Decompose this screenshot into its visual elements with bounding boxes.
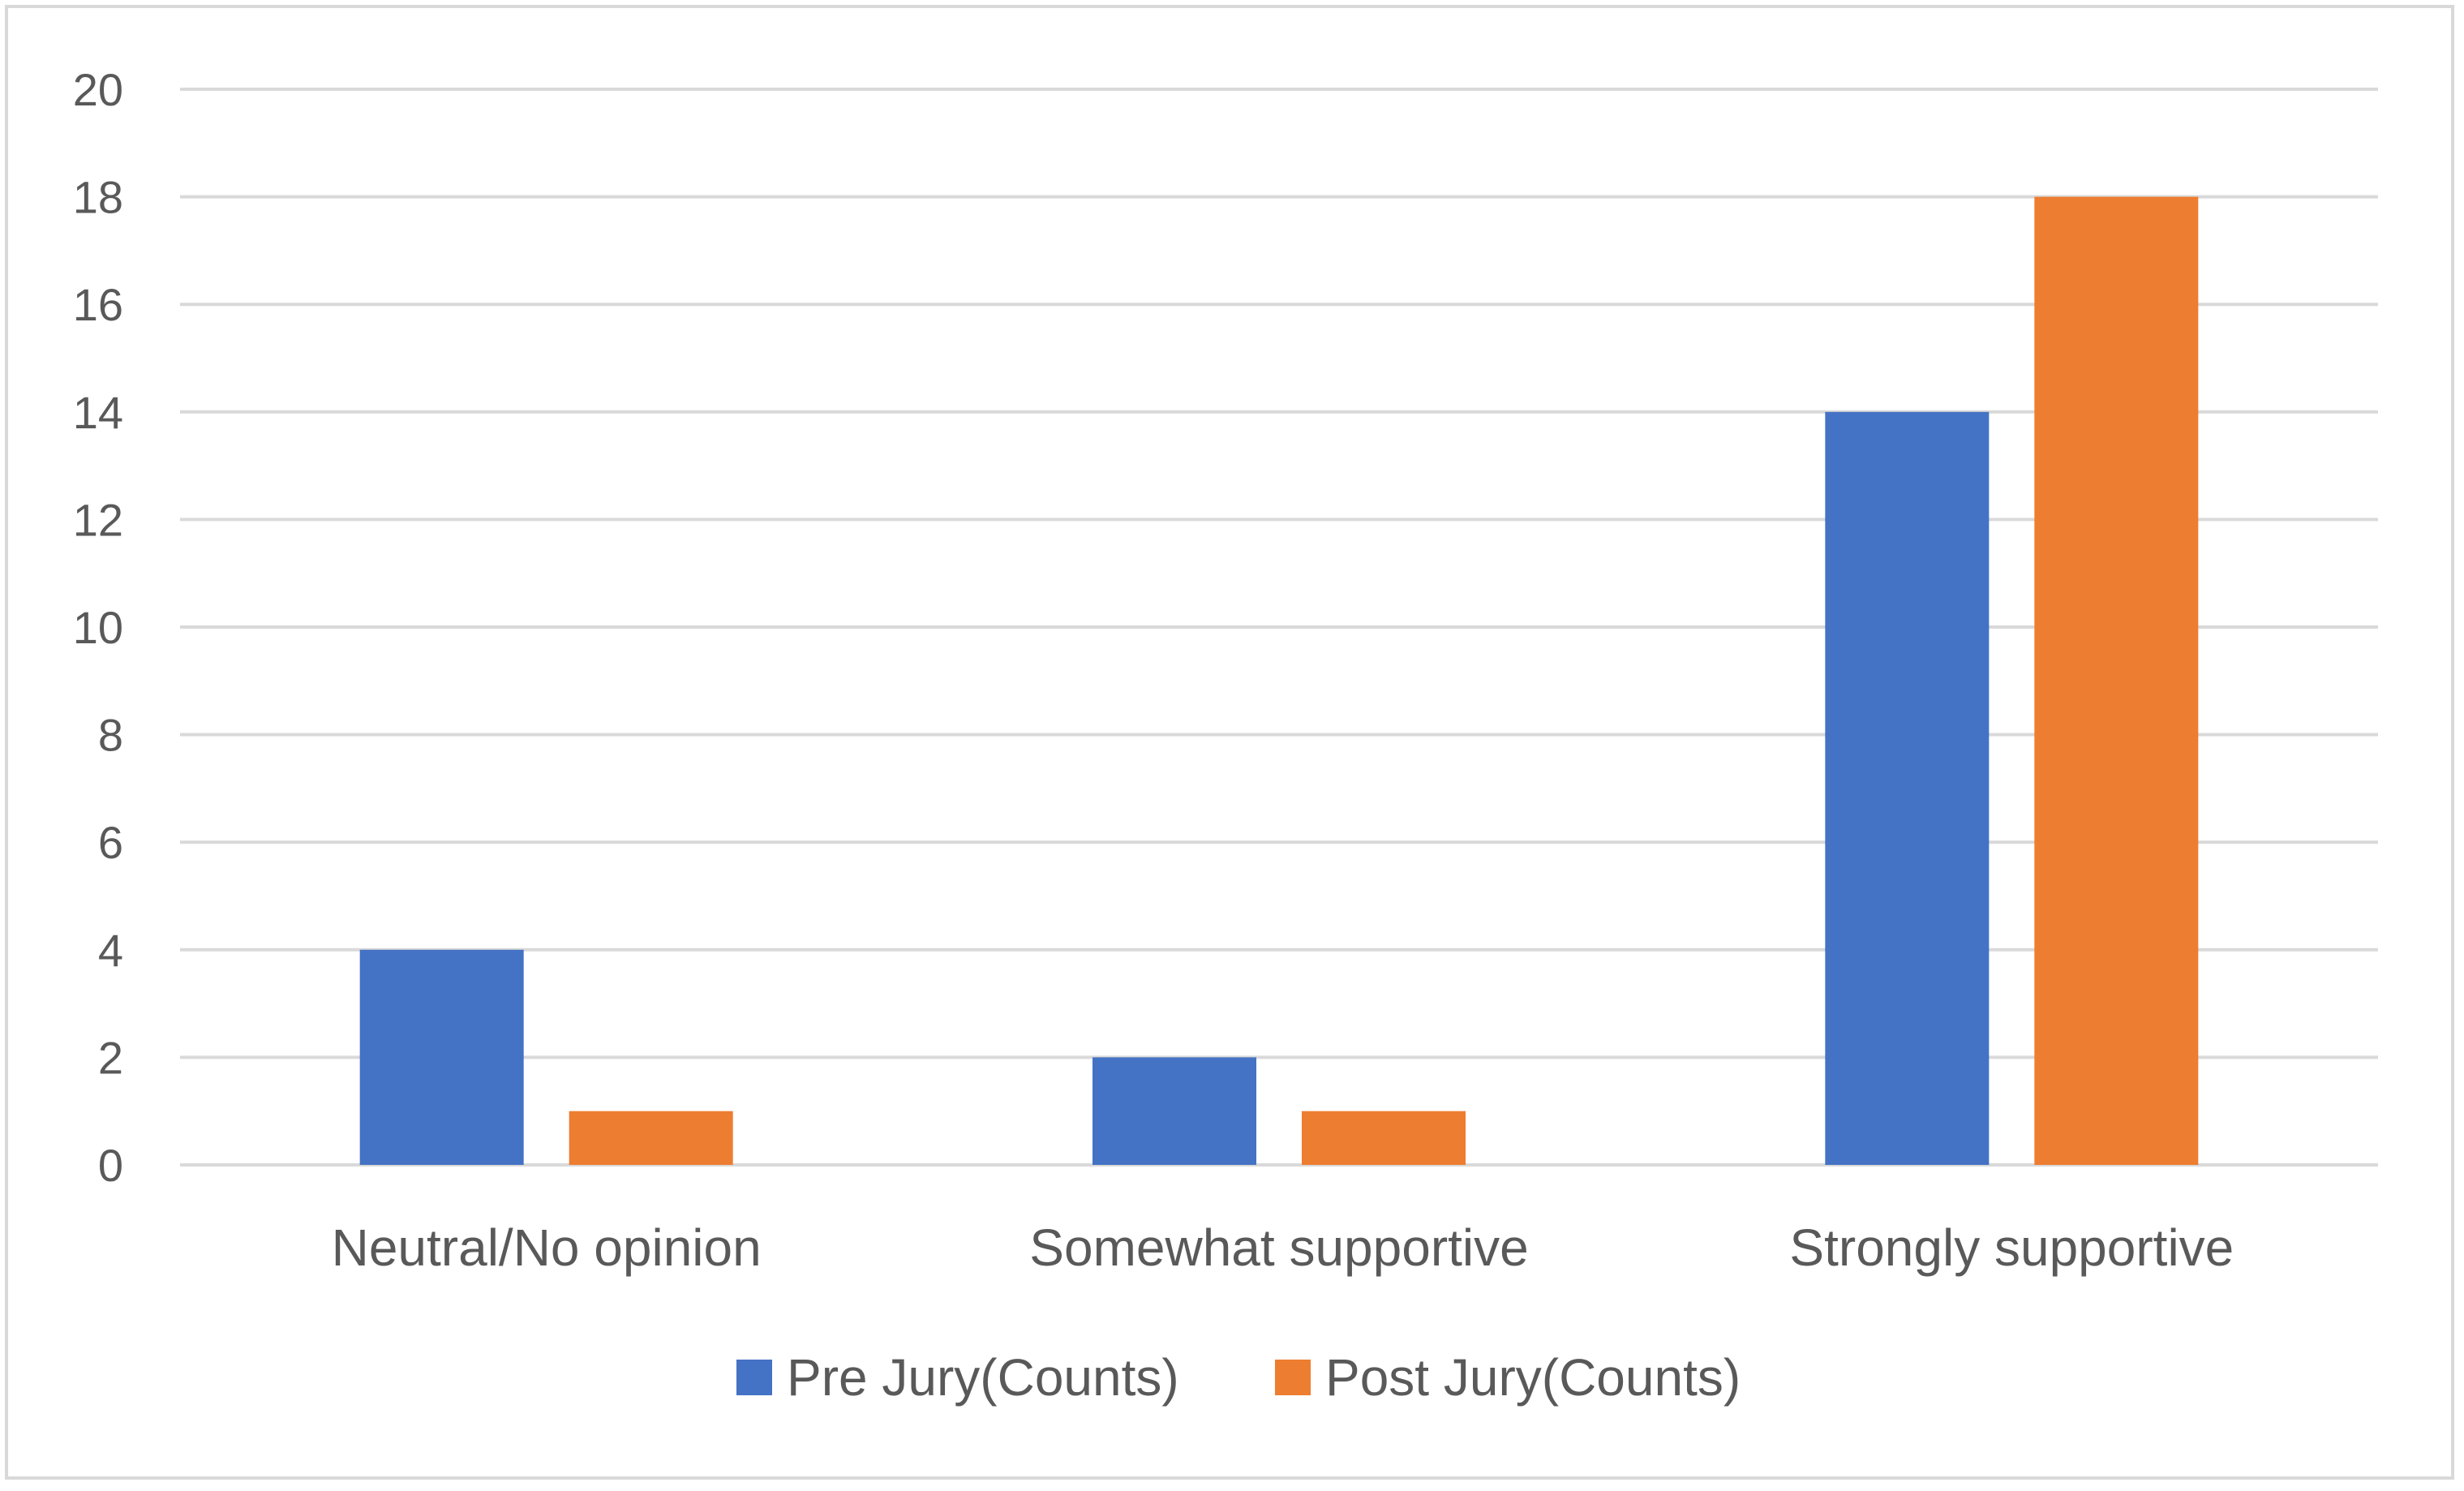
bar-pre-1: [1092, 1057, 1256, 1165]
bar-post-2: [2034, 196, 2199, 1166]
x-category-label: Strongly supportive: [1789, 1218, 2234, 1277]
y-tick-label: 20: [73, 64, 123, 115]
y-tick-label: 16: [73, 279, 123, 330]
y-tick-label: 8: [98, 710, 123, 761]
x-category-label: Neutral/No opinion: [332, 1218, 762, 1277]
x-axis-labels: Neutral/No opinion Somewhat supportive Str…: [332, 1218, 2234, 1277]
y-tick-label: 6: [98, 817, 123, 868]
legend: Pre Jury(Counts) Post Jury(Counts): [736, 1348, 1741, 1407]
y-tick-label: 12: [73, 494, 123, 545]
legend-swatch: [736, 1360, 772, 1395]
chart-frame: 0 2 4 6 8 10 12 14 16 18 20 Neutral/No opinion Some…: [5, 5, 2454, 1480]
gridlines: [180, 88, 2378, 1167]
bar-chart: 0 2 4 6 8 10 12 14 16 18 20 Neutral/No opinion Some…: [73, 64, 2378, 1407]
bars: [359, 196, 2199, 1166]
legend-swatch: [1275, 1360, 1311, 1395]
y-tick-label: 10: [73, 602, 123, 653]
bar-pre-2: [1825, 411, 1990, 1165]
y-tick-label: 2: [98, 1032, 123, 1083]
bar-post-1: [1302, 1111, 1466, 1165]
legend-label: Pre Jury(Counts): [787, 1348, 1179, 1407]
y-axis-ticks: 0 2 4 6 8 10 12 14 16 18 20: [73, 64, 123, 1191]
bar-pre-0: [359, 949, 524, 1165]
y-tick-label: 18: [73, 172, 123, 223]
y-tick-label: 14: [73, 387, 123, 438]
legend-label: Post Jury(Counts): [1325, 1348, 1741, 1407]
y-tick-label: 0: [98, 1140, 123, 1191]
bar-post-0: [569, 1111, 733, 1165]
x-category-label: Somewhat supportive: [1029, 1218, 1528, 1277]
y-tick-label: 4: [98, 925, 123, 976]
